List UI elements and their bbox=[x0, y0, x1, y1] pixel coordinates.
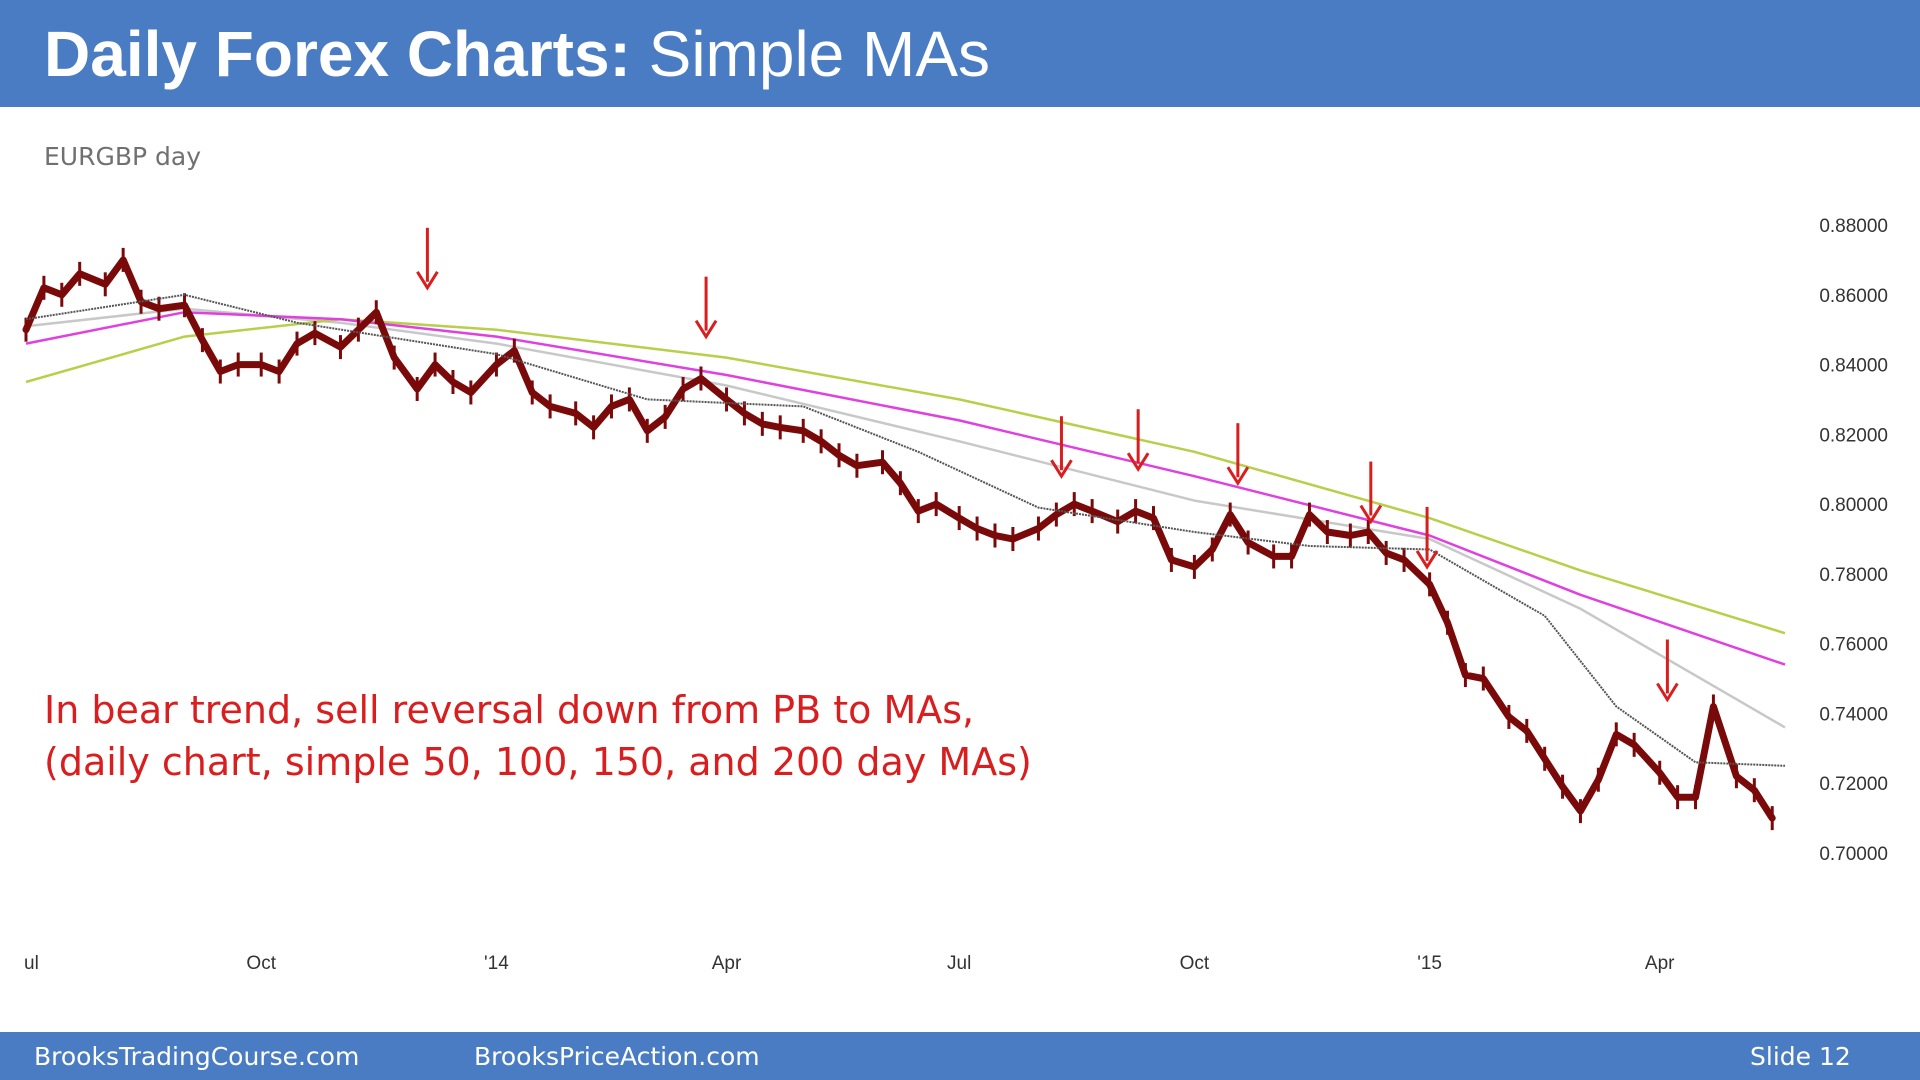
footer-link-left: BrooksTradingCourse.com bbox=[34, 1042, 360, 1071]
y-tick-label: 0.76000 bbox=[1819, 635, 1888, 656]
y-tick-label: 0.70000 bbox=[1819, 844, 1888, 865]
ma-150-line bbox=[25, 310, 1786, 666]
sell-arrow-head bbox=[1359, 504, 1383, 525]
y-tick-label: 0.72000 bbox=[1819, 774, 1888, 795]
sell-arrow-head bbox=[1050, 459, 1073, 480]
footer-bar: BrooksTradingCourse.com BrooksPriceActio… bbox=[0, 1032, 1920, 1080]
x-tick-label: '15 bbox=[1417, 953, 1442, 974]
annotation-line-1: In bear trend, sell reversal down from P… bbox=[44, 688, 975, 732]
y-tick-label: 0.82000 bbox=[1819, 425, 1888, 446]
slide-number: Slide 12 bbox=[1750, 1042, 1851, 1071]
x-tick-label: Apr bbox=[712, 953, 742, 974]
y-tick-label: 0.86000 bbox=[1819, 286, 1888, 307]
x-tick-label: Apr bbox=[1645, 953, 1675, 974]
y-tick-label: 0.88000 bbox=[1819, 216, 1888, 237]
y-tick-label: 0.74000 bbox=[1819, 704, 1888, 725]
ma-100-line bbox=[25, 307, 1786, 729]
title-subtitle: Simple MAs bbox=[648, 18, 991, 90]
sell-arrow-head bbox=[1656, 682, 1679, 703]
sell-arrow-head bbox=[1126, 452, 1150, 473]
annotation-text: In bear trend, sell reversal down from P… bbox=[44, 684, 1032, 788]
footer-link-middle: BrooksPriceAction.com bbox=[474, 1042, 760, 1071]
title-bar: Daily Forex Charts: Simple MAs bbox=[0, 0, 1920, 107]
sell-arrow-head bbox=[1226, 466, 1250, 487]
slide-title: Daily Forex Charts: Simple MAs bbox=[44, 14, 990, 94]
x-tick-label: ul bbox=[24, 953, 39, 974]
sell-arrow-head bbox=[1415, 550, 1439, 570]
x-tick-label: Oct bbox=[246, 953, 276, 974]
y-tick-label: 0.78000 bbox=[1819, 565, 1888, 586]
annotation-line-2: (daily chart, simple 50, 100, 150, and 2… bbox=[44, 740, 1032, 784]
x-tick-label: Jul bbox=[947, 953, 971, 974]
sell-arrow-head bbox=[694, 319, 718, 340]
ma-50-line bbox=[25, 293, 1786, 767]
ma-200-line bbox=[25, 317, 1786, 635]
chart-symbol-label: EURGBP day bbox=[44, 142, 201, 171]
x-tick-label: '14 bbox=[484, 953, 509, 974]
x-tick-label: Oct bbox=[1180, 953, 1210, 974]
y-tick-label: 0.84000 bbox=[1819, 356, 1888, 377]
y-tick-label: 0.80000 bbox=[1819, 495, 1888, 516]
price-chart: 0.88000 0.86000 0.84000 0.82000 0.80000 0.780… bbox=[22, 216, 1888, 974]
sell-arrow-head bbox=[416, 271, 439, 291]
title-bold: Daily Forex Charts: bbox=[44, 18, 631, 90]
